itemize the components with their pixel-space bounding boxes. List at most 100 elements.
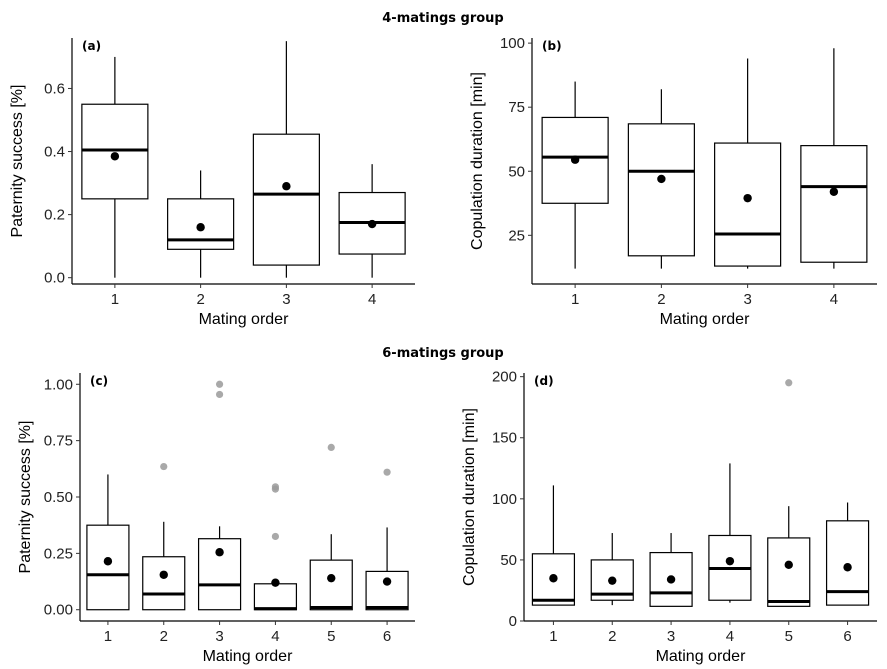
box-iqr [627, 123, 695, 257]
panel-label: (d) [534, 374, 554, 388]
x-tick-label: 2 [657, 291, 665, 308]
group-title-6-matings: 6-matings group [382, 346, 503, 361]
x-tick-label: 3 [667, 628, 675, 645]
box-group-6 [825, 502, 870, 606]
mean-point [103, 557, 113, 566]
y-tick-label: 200 [492, 369, 517, 386]
y-tick-label: 0.4 [44, 144, 65, 161]
box-iqr [86, 524, 130, 611]
x-tick-label: 5 [327, 628, 335, 645]
x-axis-title: Mating order [660, 311, 750, 328]
box-iqr [800, 145, 868, 263]
outlier-point [785, 379, 793, 387]
box-group-2 [167, 170, 235, 278]
x-tick-label: 3 [743, 291, 751, 308]
y-tick-label: 0.75 [44, 433, 73, 450]
y-tick-label: 25 [508, 227, 525, 244]
x-tick-label: 1 [571, 291, 579, 308]
outlier-point [327, 443, 335, 451]
x-tick-label: 1 [111, 291, 119, 308]
box-group-4 [338, 164, 406, 278]
box-iqr [142, 556, 186, 611]
y-tick-label: 75 [508, 99, 525, 116]
y-tick-label: 0.0 [44, 270, 65, 287]
x-tick-label: 6 [383, 628, 391, 645]
outlier-point [215, 380, 224, 388]
panels: 0.0 0.2 0.4 0.6 1 2 3 4 Mating order Paternity su… [9, 35, 877, 665]
mean-point [608, 576, 617, 585]
box-iqr [365, 570, 409, 611]
x-tick-label: 6 [843, 628, 851, 645]
mean-point [367, 219, 377, 229]
box-group-4 [253, 483, 298, 611]
mean-point [570, 155, 580, 164]
x-tick-label: 5 [785, 628, 793, 645]
mean-point [282, 182, 291, 191]
box-iqr [767, 537, 811, 607]
panel-label: (b) [542, 39, 562, 53]
x-axis-title: Mating order [203, 648, 293, 665]
box-group-1 [541, 81, 609, 269]
panel-d: 0 50 100 150 200 1 2 3 4 5 6 Mating order Copulation… [461, 369, 877, 665]
mean-point [743, 193, 752, 203]
y-axis-title: Paternity success [%] [17, 421, 34, 574]
x-tick-label: 1 [104, 628, 112, 645]
box-group-4 [708, 463, 752, 603]
x-tick-label: 4 [830, 291, 838, 308]
mean-point [327, 573, 336, 583]
box-group-2 [142, 462, 186, 611]
box-iqr [252, 133, 320, 266]
y-tick-label: 0.2 [44, 207, 65, 224]
box-iqr [81, 103, 149, 200]
y-tick-label: 150 [492, 430, 517, 447]
panel-c: 0.00 0.25 0.50 0.75 1.00 1 2 3 4 5 6 Mating order Pa… [17, 373, 415, 665]
box-group-3 [197, 380, 242, 611]
box-group-6 [365, 468, 409, 611]
mean-point [657, 174, 666, 184]
x-tick-label: 1 [549, 628, 557, 645]
x-tick-label: 4 [726, 628, 734, 645]
y-tick-label: 1.00 [44, 376, 73, 393]
box-iqr [714, 142, 782, 267]
outlier-point [383, 468, 391, 476]
box-group-5 [767, 379, 811, 607]
y-tick-label: 50 [500, 552, 517, 569]
mean-point [110, 152, 120, 161]
y-tick-label: 100 [500, 35, 525, 52]
y-tick-label: 0 [509, 613, 517, 630]
panel-a: 0.0 0.2 0.4 0.6 1 2 3 4 Mating order Paternity su… [9, 38, 415, 328]
x-tick-label: 2 [160, 628, 168, 645]
mean-point [549, 574, 558, 583]
x-tick-label: 2 [608, 628, 616, 645]
outlier-point [271, 532, 280, 541]
box-group-3 [252, 41, 320, 278]
y-axis-title: Copulation duration [min] [469, 72, 486, 250]
box-group-1 [86, 474, 130, 611]
y-tick-label: 0.6 [44, 80, 65, 97]
group-title-4-matings: 4-matings group [382, 11, 503, 26]
outlier-point [271, 483, 280, 491]
x-tick-label: 3 [215, 628, 223, 645]
panel-label: (a) [82, 39, 101, 53]
outlier-point [160, 462, 168, 471]
x-axis-title: Mating order [656, 648, 746, 665]
box-iqr [541, 116, 609, 204]
box-group-1 [81, 56, 149, 278]
box-group-4 [800, 48, 868, 269]
y-tick-label: 0.50 [44, 489, 73, 506]
x-tick-label: 3 [282, 291, 290, 308]
mean-point [196, 223, 205, 232]
box-group-1 [531, 485, 576, 606]
y-tick-label: 0.00 [44, 602, 73, 619]
box-iqr [197, 538, 242, 611]
x-tick-label: 2 [196, 291, 204, 308]
y-tick-label: 100 [492, 491, 517, 508]
y-tick-label: 50 [508, 163, 525, 180]
box-group-2 [627, 89, 695, 269]
mean-point [725, 556, 735, 566]
mean-point [159, 570, 168, 579]
box-group-5 [309, 443, 353, 611]
box-group-3 [649, 533, 693, 607]
x-axis-title: Mating order [199, 311, 289, 328]
